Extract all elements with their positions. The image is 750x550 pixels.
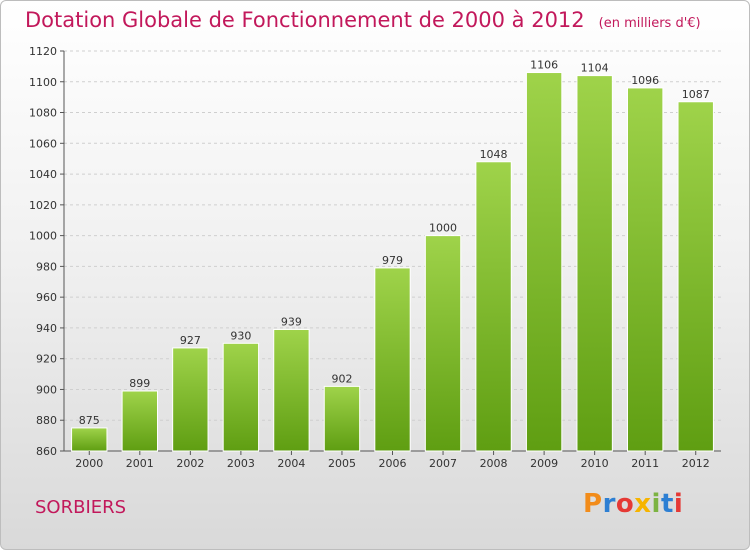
bar-value-label: 939	[281, 315, 302, 328]
logo-letter: r	[602, 489, 616, 519]
y-tick-label: 1020	[29, 199, 57, 212]
town-name: SORBIERS	[35, 497, 127, 518]
bar-value-label: 899	[129, 377, 150, 390]
proxiti-logo: Proxiti	[583, 489, 683, 519]
bar-value-label: 1000	[429, 222, 457, 235]
y-tick-label: 880	[36, 414, 57, 427]
chart-title-text: Dotation Globale de Fonctionnement de 20…	[25, 8, 585, 32]
logo-letter: o	[615, 489, 635, 519]
x-tick-label: 2012	[682, 457, 710, 470]
bar-value-label: 875	[79, 414, 100, 427]
bar-value-label: 1106	[530, 59, 558, 72]
x-tick-label: 2008	[480, 457, 508, 470]
bar-value-label: 927	[180, 334, 201, 347]
y-tick-label: 1000	[29, 230, 57, 243]
bar	[273, 328, 310, 452]
bar-value-label: 979	[382, 254, 403, 267]
bar	[424, 235, 462, 452]
bar-value-label: 902	[331, 372, 352, 385]
x-tick-label: 2007	[429, 457, 457, 470]
x-tick-label: 2003	[227, 457, 255, 470]
y-tick-label: 1120	[29, 45, 57, 58]
chart-subtitle: (en milliers d'€)	[598, 16, 701, 31]
bar	[172, 347, 209, 452]
x-tick-label: 2005	[328, 457, 356, 470]
bar	[576, 75, 613, 452]
x-tick-label: 2009	[530, 457, 558, 470]
y-tick-label: 960	[36, 291, 57, 304]
y-tick-label: 1080	[29, 107, 57, 120]
bar	[121, 390, 158, 452]
y-tick-label: 900	[36, 383, 57, 396]
bar	[475, 161, 512, 452]
x-tick-label: 2004	[277, 457, 305, 470]
bar	[374, 267, 411, 452]
x-tick-label: 2011	[631, 457, 659, 470]
bar-value-label: 1048	[480, 148, 508, 161]
x-tick-label: 2001	[126, 457, 154, 470]
chart-title: Dotation Globale de Fonctionnement de 20…	[25, 8, 701, 32]
bar-value-label: 1087	[682, 88, 710, 101]
bar	[627, 87, 664, 452]
bar	[222, 342, 260, 452]
y-tick-label: 1100	[29, 76, 57, 89]
logo-letter: P	[583, 489, 603, 519]
x-tick-label: 2000	[75, 457, 103, 470]
logo-letter: t	[660, 489, 674, 519]
y-tick-label: 1060	[29, 137, 57, 150]
bar	[71, 427, 108, 452]
logo-letter: x	[634, 489, 652, 519]
y-tick-label: 940	[36, 322, 57, 335]
x-tick-label: 2006	[379, 457, 407, 470]
bar	[525, 72, 563, 452]
x-tick-label: 2002	[176, 457, 204, 470]
y-tick-label: 920	[36, 353, 57, 366]
logo-letter: i	[651, 489, 661, 519]
bar	[323, 385, 361, 452]
y-tick-label: 860	[36, 445, 57, 458]
bar-value-label: 930	[230, 329, 251, 342]
bar-value-label: 1096	[631, 74, 659, 87]
x-tick-label: 2010	[581, 457, 609, 470]
y-tick-label: 1040	[29, 168, 57, 181]
y-tick-label: 980	[36, 260, 57, 273]
logo-letter: i	[673, 489, 684, 519]
bar-value-label: 1104	[581, 62, 609, 75]
bar	[677, 101, 714, 452]
